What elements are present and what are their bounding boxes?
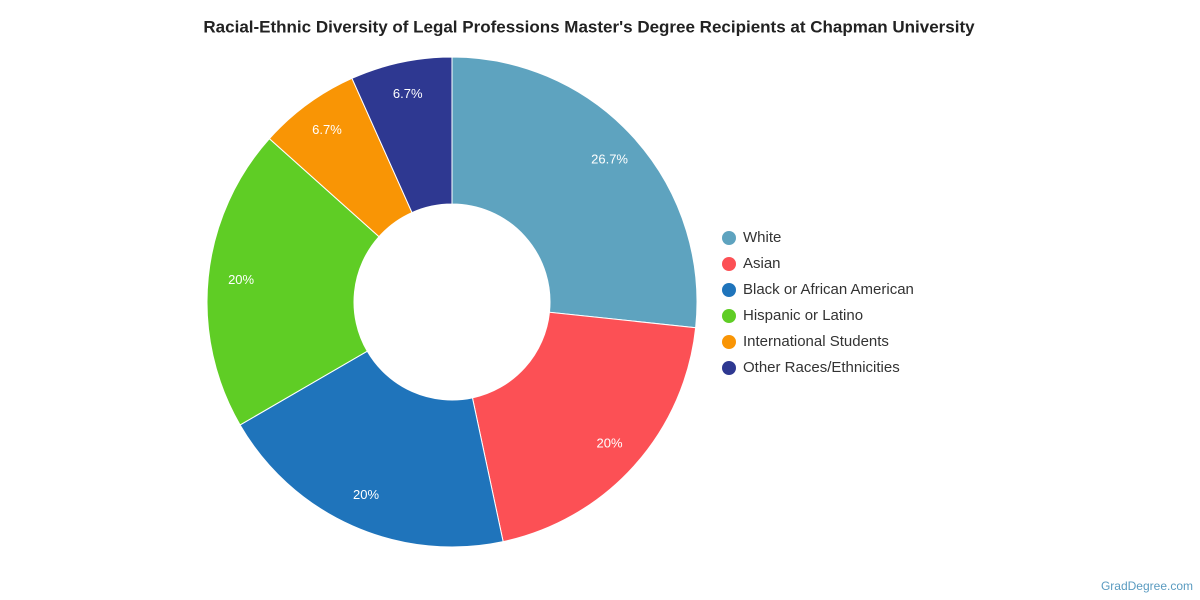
slice [471,311,697,543]
legend-marker [722,361,736,375]
legend-marker [722,231,736,245]
chart-title: Racial-Ethnic Diversity of Legal Profess… [203,17,975,36]
legend-marker [722,309,736,323]
data-label: 20% [228,272,254,287]
slice [351,56,453,214]
legend-marker [722,257,736,271]
data-label: 6.7% [393,86,423,101]
data-label: 6.7% [312,122,342,137]
legend-label: Asian [743,255,781,272]
slice [239,350,504,548]
source: GradDegree.com [1101,579,1193,593]
legend-marker [722,283,736,297]
legend-label: Hispanic or Latino [743,307,863,324]
legend-label: Other Races/Ethnicities [743,359,900,376]
data-label: 26.7% [591,152,628,167]
legend-label: International Students [743,333,889,350]
legend-marker [722,335,736,349]
data-label: 20% [353,487,379,502]
slice [206,137,380,426]
legend-label: White [743,229,781,246]
slice [451,56,698,329]
data-label: 20% [597,435,623,450]
legend-label: Black or African American [743,281,914,298]
